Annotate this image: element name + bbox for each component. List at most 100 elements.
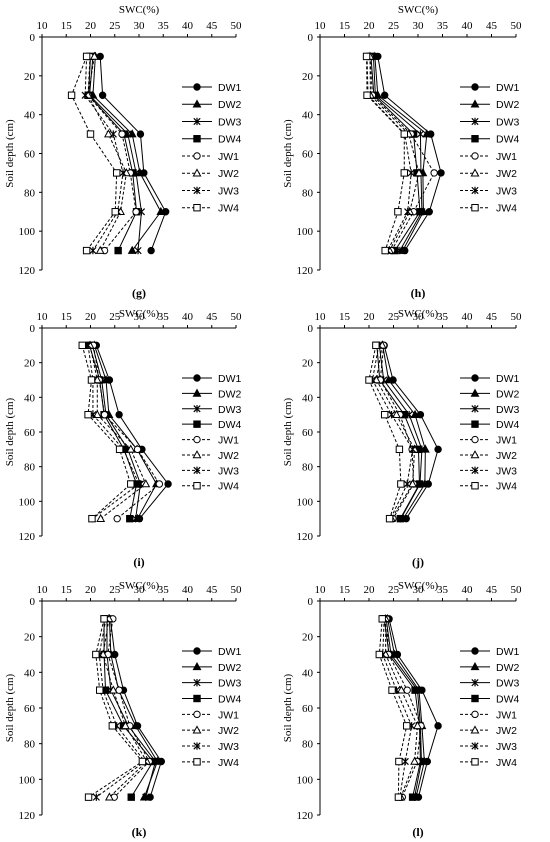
legend-marker — [471, 435, 479, 444]
legend: DW1 DW2 DW3 DW4 JW1 JW2 JW3 JW4 — [182, 373, 241, 493]
series-jw2 — [83, 51, 131, 254]
y-tick-label: 100 — [19, 226, 36, 238]
chart-panel: SWC(%) 10 15 20 25 30 35 40 45 50 0 20 40 60 80 100 120 S… — [282, 580, 522, 839]
x-tick-label: 30 — [134, 584, 146, 596]
data-point — [126, 514, 134, 523]
x-tick-label: 35 — [437, 20, 449, 32]
legend-marker — [471, 117, 479, 126]
series-jw3 — [92, 615, 149, 801]
data-point — [67, 91, 76, 99]
legend-marker — [193, 135, 201, 143]
x-tick-label: 20 — [364, 584, 376, 596]
legend-label: DW4 — [218, 694, 241, 706]
y-axis-title: Soil depth (cm) — [282, 673, 294, 742]
data-point — [96, 686, 104, 694]
data-point — [132, 208, 140, 216]
data-point — [410, 756, 420, 765]
legend-label: JW1 — [218, 151, 239, 163]
series-line — [84, 56, 124, 251]
x-tick-label: 45 — [486, 20, 498, 32]
legend-label: DW3 — [496, 404, 519, 416]
data-point — [114, 246, 122, 255]
series-line — [377, 56, 442, 251]
data-point — [375, 650, 383, 659]
series-line — [88, 56, 138, 251]
legend-label: DW1 — [218, 373, 241, 385]
y-tick-label: 120 — [19, 265, 36, 277]
data-point — [126, 444, 136, 453]
y-axis-title: Soil depth (cm) — [4, 397, 16, 466]
series-line — [375, 345, 416, 519]
data-point — [92, 793, 100, 801]
series-line — [369, 56, 420, 251]
legend-label: DW3 — [218, 678, 241, 690]
series-line — [81, 345, 132, 520]
legend-label: JW3 — [218, 185, 239, 197]
y-tick-label: 20 — [302, 358, 314, 370]
legend-label: JW3 — [496, 741, 517, 753]
legend-marker — [193, 117, 201, 126]
series-line — [87, 56, 127, 251]
series-jw4 — [362, 52, 408, 255]
data-point — [425, 208, 433, 216]
series-line — [370, 56, 421, 251]
y-tick-label: 120 — [19, 810, 36, 822]
legend-marker — [193, 83, 201, 91]
legend-label: DW3 — [218, 116, 241, 128]
legend-label: JW3 — [218, 741, 239, 753]
data-point — [395, 445, 404, 454]
data-point — [119, 169, 127, 177]
series-line — [93, 345, 158, 519]
data-point — [378, 615, 386, 623]
legend-label: DW1 — [496, 82, 519, 94]
legend-marker — [193, 694, 201, 703]
y-tick-label: 40 — [302, 110, 314, 122]
legend-marker — [192, 725, 202, 734]
chart-panel: SWC(%) 10 15 20 25 30 35 40 45 50 0 20 40 60 80 100 120 S… — [4, 308, 242, 569]
legend-marker — [471, 758, 479, 766]
x-tick-label: 50 — [511, 584, 523, 596]
data-point — [84, 793, 93, 801]
series-jw1 — [104, 615, 153, 801]
series-line — [99, 56, 167, 251]
data-point — [434, 445, 442, 454]
y-tick-label: 60 — [302, 427, 314, 439]
legend-marker — [470, 450, 480, 459]
data-point — [109, 130, 117, 138]
series-line — [91, 345, 141, 519]
x-tick-label: 20 — [364, 20, 376, 32]
x-tick-label: 25 — [109, 20, 121, 32]
legend-label: JW2 — [218, 725, 239, 737]
series-line — [385, 618, 419, 798]
x-axis-title: SWC(%) — [119, 580, 160, 592]
legend-label: JW4 — [218, 481, 239, 493]
legend-label: JW1 — [496, 709, 517, 721]
x-tick-label: 15 — [339, 584, 351, 596]
y-axis-title: Soil depth (cm) — [4, 673, 16, 742]
y-tick-label: 20 — [302, 632, 314, 644]
series-jw3 — [379, 615, 416, 801]
data-point — [394, 793, 403, 801]
legend-label: DW2 — [218, 388, 241, 400]
data-point — [372, 341, 380, 350]
x-axis-title: SWC(%) — [398, 308, 439, 320]
panel-label: (j) — [412, 555, 424, 569]
x-tick-label: 10 — [37, 311, 49, 323]
legend-marker — [471, 742, 479, 750]
data-point — [127, 480, 135, 488]
data-point — [395, 757, 403, 766]
legend-marker — [471, 135, 479, 143]
data-point — [396, 514, 405, 523]
data-point — [134, 246, 142, 255]
y-tick-label: 120 — [297, 265, 314, 277]
legend-marker — [470, 388, 480, 397]
data-point — [380, 91, 389, 99]
legend-label: JW4 — [218, 203, 239, 215]
x-tick-label: 45 — [486, 311, 498, 323]
series-line — [378, 345, 423, 519]
x-tick-label: 45 — [206, 20, 218, 32]
data-point — [381, 246, 389, 255]
legend-label: JW4 — [496, 757, 517, 769]
y-axis-title: Soil depth (cm) — [282, 397, 294, 466]
legend-label: DW2 — [218, 662, 241, 674]
